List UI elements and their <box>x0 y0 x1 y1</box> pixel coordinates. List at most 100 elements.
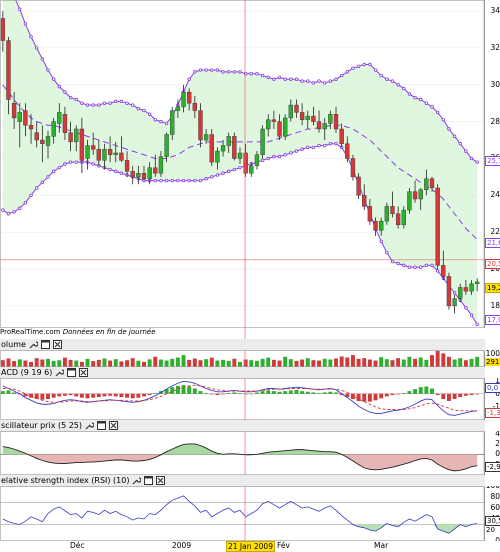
volume-bar <box>362 358 367 367</box>
lower-band-point <box>91 162 95 166</box>
volume-bar <box>215 360 220 367</box>
volume-bar <box>283 356 288 367</box>
candle-body <box>339 128 344 144</box>
volume-bar <box>221 359 226 367</box>
close-icon[interactable] <box>52 340 62 349</box>
upper-band-point <box>323 81 327 85</box>
window-icon[interactable] <box>67 368 77 377</box>
lower-band-point <box>6 212 11 216</box>
macd-chart[interactable] <box>0 380 484 416</box>
window-icon[interactable] <box>97 421 107 430</box>
window-icon[interactable] <box>40 340 50 349</box>
macd-histogram-bar <box>175 385 180 394</box>
price-chart[interactable] <box>0 0 484 327</box>
candle-body <box>90 145 96 150</box>
volume-bar <box>96 359 101 367</box>
candle-body <box>136 173 141 178</box>
candle-body <box>469 283 474 292</box>
upper-band-point <box>458 142 462 146</box>
macd-histogram-bar <box>226 393 231 394</box>
candle-body <box>17 112 22 122</box>
volume-bar <box>384 359 389 367</box>
upper-band-point <box>289 77 293 81</box>
macd-histogram-bar <box>413 389 418 394</box>
upper-band-point <box>23 22 28 26</box>
rsi-chart[interactable] <box>0 495 484 534</box>
upper-band-point <box>57 84 61 89</box>
volume-bar <box>452 359 457 367</box>
close-icon[interactable] <box>79 368 89 377</box>
candle-body <box>311 115 316 122</box>
macd-histogram-bar <box>277 391 282 394</box>
upper-band-point <box>102 101 107 105</box>
volume-bar <box>350 355 355 367</box>
macd-histogram-bar <box>384 393 389 397</box>
x-label-mar: Mar <box>374 541 389 550</box>
macd-histogram-bar <box>170 387 175 394</box>
volume-bar <box>334 358 338 367</box>
macd-histogram-bar <box>136 393 141 398</box>
upper-band-point <box>317 79 321 83</box>
lower-band-point <box>475 322 479 327</box>
lower-band-point <box>108 167 112 172</box>
macd-signal-line <box>2 384 478 412</box>
lower-band-point <box>181 178 186 183</box>
window-icon[interactable] <box>144 476 154 485</box>
rsi-tick-label: 100 <box>486 486 500 490</box>
close-icon[interactable] <box>156 476 166 485</box>
upper-band-point <box>424 101 429 105</box>
wrench-icon[interactable] <box>132 476 142 485</box>
volume-bar <box>469 358 474 367</box>
lower-band-point <box>317 143 321 148</box>
wrench-icon[interactable] <box>85 421 95 430</box>
source-brand: ProRealTime.com <box>0 328 61 336</box>
volume-bar <box>277 360 282 367</box>
candle-body <box>260 128 265 155</box>
upper-band-point <box>339 73 344 78</box>
volume-bar <box>271 359 276 367</box>
candle-body <box>373 220 378 231</box>
lower-band-point <box>469 313 474 317</box>
upper-band-point <box>187 77 191 81</box>
macd-histogram-bar <box>12 392 17 394</box>
candle-body <box>463 287 469 292</box>
volume-bar <box>198 360 203 367</box>
last-price-tag: 19,2 <box>485 283 500 293</box>
candle-body <box>283 117 288 137</box>
volume-bar <box>379 357 384 367</box>
macd-histogram-bar <box>435 393 440 396</box>
volume-bar <box>407 356 412 367</box>
lower-band-point <box>18 206 22 210</box>
oscillator-chart[interactable] <box>0 443 484 472</box>
macd-histogram-bar <box>311 392 316 394</box>
candle-body <box>294 104 299 113</box>
lower-band-point <box>334 142 338 146</box>
volume-bar <box>187 359 192 367</box>
candle-body <box>277 121 282 137</box>
candle-body <box>266 119 271 130</box>
lower-band-point <box>419 265 423 269</box>
lower-band-point <box>74 160 78 164</box>
upper-band-point <box>306 79 310 83</box>
candle-body <box>429 178 435 189</box>
candle-body <box>51 121 56 137</box>
close-icon[interactable] <box>109 421 119 430</box>
macd-histogram-bar <box>108 393 113 396</box>
upper-band-point <box>294 77 299 81</box>
volume-chart[interactable] <box>0 350 480 367</box>
candle-body <box>96 149 102 161</box>
rsi-panel-header: elative strength index (RSI) (10) <box>0 475 485 487</box>
candle-body <box>198 110 203 141</box>
candle-body <box>209 134 214 163</box>
lower-band-point <box>294 149 299 153</box>
lower-band-point <box>407 265 412 269</box>
upper-band-point <box>441 118 445 122</box>
candle-body <box>153 167 158 174</box>
volume-bar <box>401 359 406 367</box>
upper-band-point <box>469 156 474 161</box>
rsi-tag-a: 30,5 <box>485 516 500 526</box>
wrench-icon[interactable] <box>55 368 65 377</box>
candle-body <box>170 110 175 135</box>
wrench-icon[interactable] <box>29 340 38 349</box>
